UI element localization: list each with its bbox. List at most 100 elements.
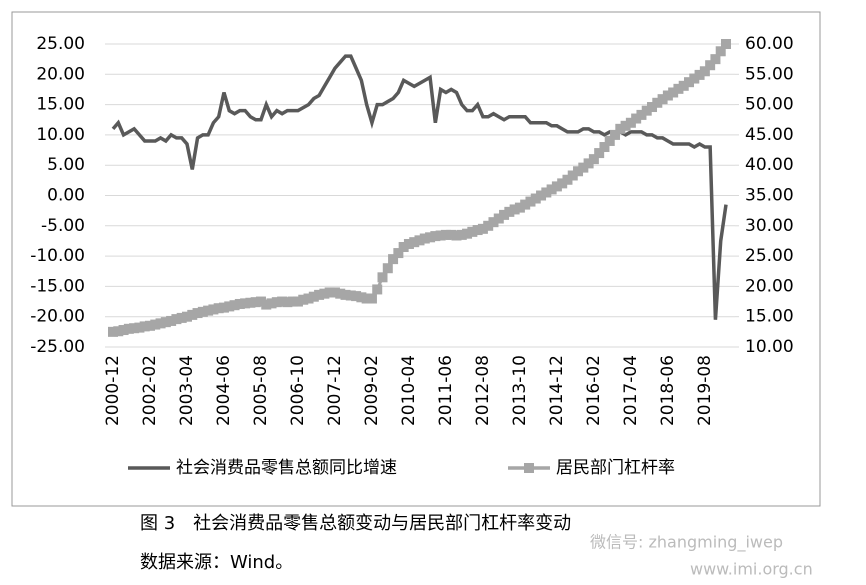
marker: [245, 297, 256, 308]
marker: [192, 308, 203, 319]
y-tick-label: -25.00: [30, 337, 85, 357]
marker: [673, 83, 684, 94]
marker: [366, 293, 377, 304]
marker: [398, 242, 409, 253]
marker: [530, 193, 541, 204]
source: 数据来源：Wind。: [140, 552, 293, 573]
marker: [166, 315, 177, 326]
marker: [631, 113, 642, 124]
y-tick-label: 20.00: [36, 64, 85, 84]
watermark: www.imi.org.cn: [690, 560, 813, 579]
marker: [425, 232, 436, 243]
marker: [287, 296, 298, 307]
marker: [282, 297, 293, 308]
x-tick-label: 2013-10: [510, 355, 530, 426]
y-tick-label: -15.00: [30, 276, 85, 296]
marker: [308, 291, 319, 302]
y2-tick-label: 15.00: [745, 307, 794, 327]
marker: [625, 117, 636, 128]
marker: [229, 300, 240, 311]
marker: [699, 66, 710, 77]
y-tick-label: 5.00: [47, 155, 85, 175]
legend-label: 社会消费品零售总额同比增速: [176, 458, 397, 478]
marker: [594, 148, 605, 159]
x-tick-label: 2018-06: [658, 355, 678, 426]
marker: [541, 187, 552, 198]
y2-tick-label: 30.00: [745, 216, 794, 236]
marker: [108, 326, 118, 337]
marker: [536, 190, 547, 201]
marker: [351, 291, 362, 302]
marker: [292, 296, 303, 307]
marker: [372, 284, 383, 295]
marker: [266, 298, 277, 309]
marker: [573, 166, 584, 177]
marker: [329, 287, 340, 298]
marker: [588, 154, 599, 165]
marker: [203, 305, 214, 316]
marker: [340, 289, 351, 300]
legend-swatch: [524, 463, 534, 473]
marker: [171, 314, 182, 325]
marker: [520, 199, 531, 210]
marker: [409, 237, 420, 248]
marker: [314, 289, 325, 300]
x-tick-label: 2003-04: [177, 355, 197, 426]
marker: [181, 311, 192, 322]
marker: [636, 109, 647, 120]
y-tick-label: 15.00: [36, 95, 85, 115]
x-tick-label: 2006-10: [288, 355, 308, 426]
x-tick-label: 2017-04: [621, 355, 641, 426]
marker: [467, 226, 478, 237]
marker: [271, 297, 282, 308]
marker: [721, 39, 731, 49]
marker: [435, 230, 446, 241]
marker: [319, 288, 330, 299]
marker: [514, 202, 525, 213]
x-tick-label: 2012-08: [473, 355, 493, 426]
x-tick-label: 2011-06: [436, 355, 456, 426]
marker: [604, 135, 615, 146]
marker: [160, 317, 171, 328]
x-tick-label: 2009-02: [362, 355, 382, 426]
marker: [377, 272, 388, 283]
marker: [451, 230, 462, 241]
marker: [213, 303, 224, 314]
marker: [176, 312, 187, 323]
marker: [472, 225, 483, 236]
marker: [197, 306, 208, 317]
marker: [684, 77, 695, 88]
marker: [430, 231, 441, 242]
marker: [578, 162, 589, 173]
x-tick-label: 2014-12: [547, 355, 567, 426]
marker: [298, 294, 309, 305]
y-tick-label: 25.00: [36, 34, 85, 54]
marker: [615, 123, 626, 134]
y2-tick-label: 20.00: [745, 276, 794, 296]
marker: [710, 54, 721, 65]
caption: 图 3 社会消费品零售总额变动与居民部门杠杆率变动: [140, 513, 571, 534]
marker: [393, 248, 404, 259]
marker: [647, 102, 658, 113]
marker: [419, 233, 430, 244]
x-tick-label: 2007-12: [325, 355, 345, 426]
marker: [240, 298, 251, 309]
marker: [187, 309, 198, 320]
marker: [668, 87, 679, 98]
x-tick-label: 2005-08: [251, 355, 271, 426]
marker: [509, 204, 520, 215]
watermark: 微信号: zhangming_iwep: [590, 533, 783, 553]
marker: [155, 318, 166, 329]
marker: [218, 302, 229, 313]
chart-frame: [11, 11, 821, 507]
marker: [705, 60, 716, 71]
y2-tick-label: 60.00: [745, 34, 794, 54]
marker: [694, 69, 705, 80]
legend-label: 居民部门杠杆率: [556, 458, 675, 478]
y2-tick-label: 35.00: [745, 186, 794, 206]
x-tick-label: 2002-02: [140, 355, 160, 426]
marker: [324, 287, 335, 298]
marker: [118, 325, 129, 336]
series-line: [111, 54, 728, 320]
